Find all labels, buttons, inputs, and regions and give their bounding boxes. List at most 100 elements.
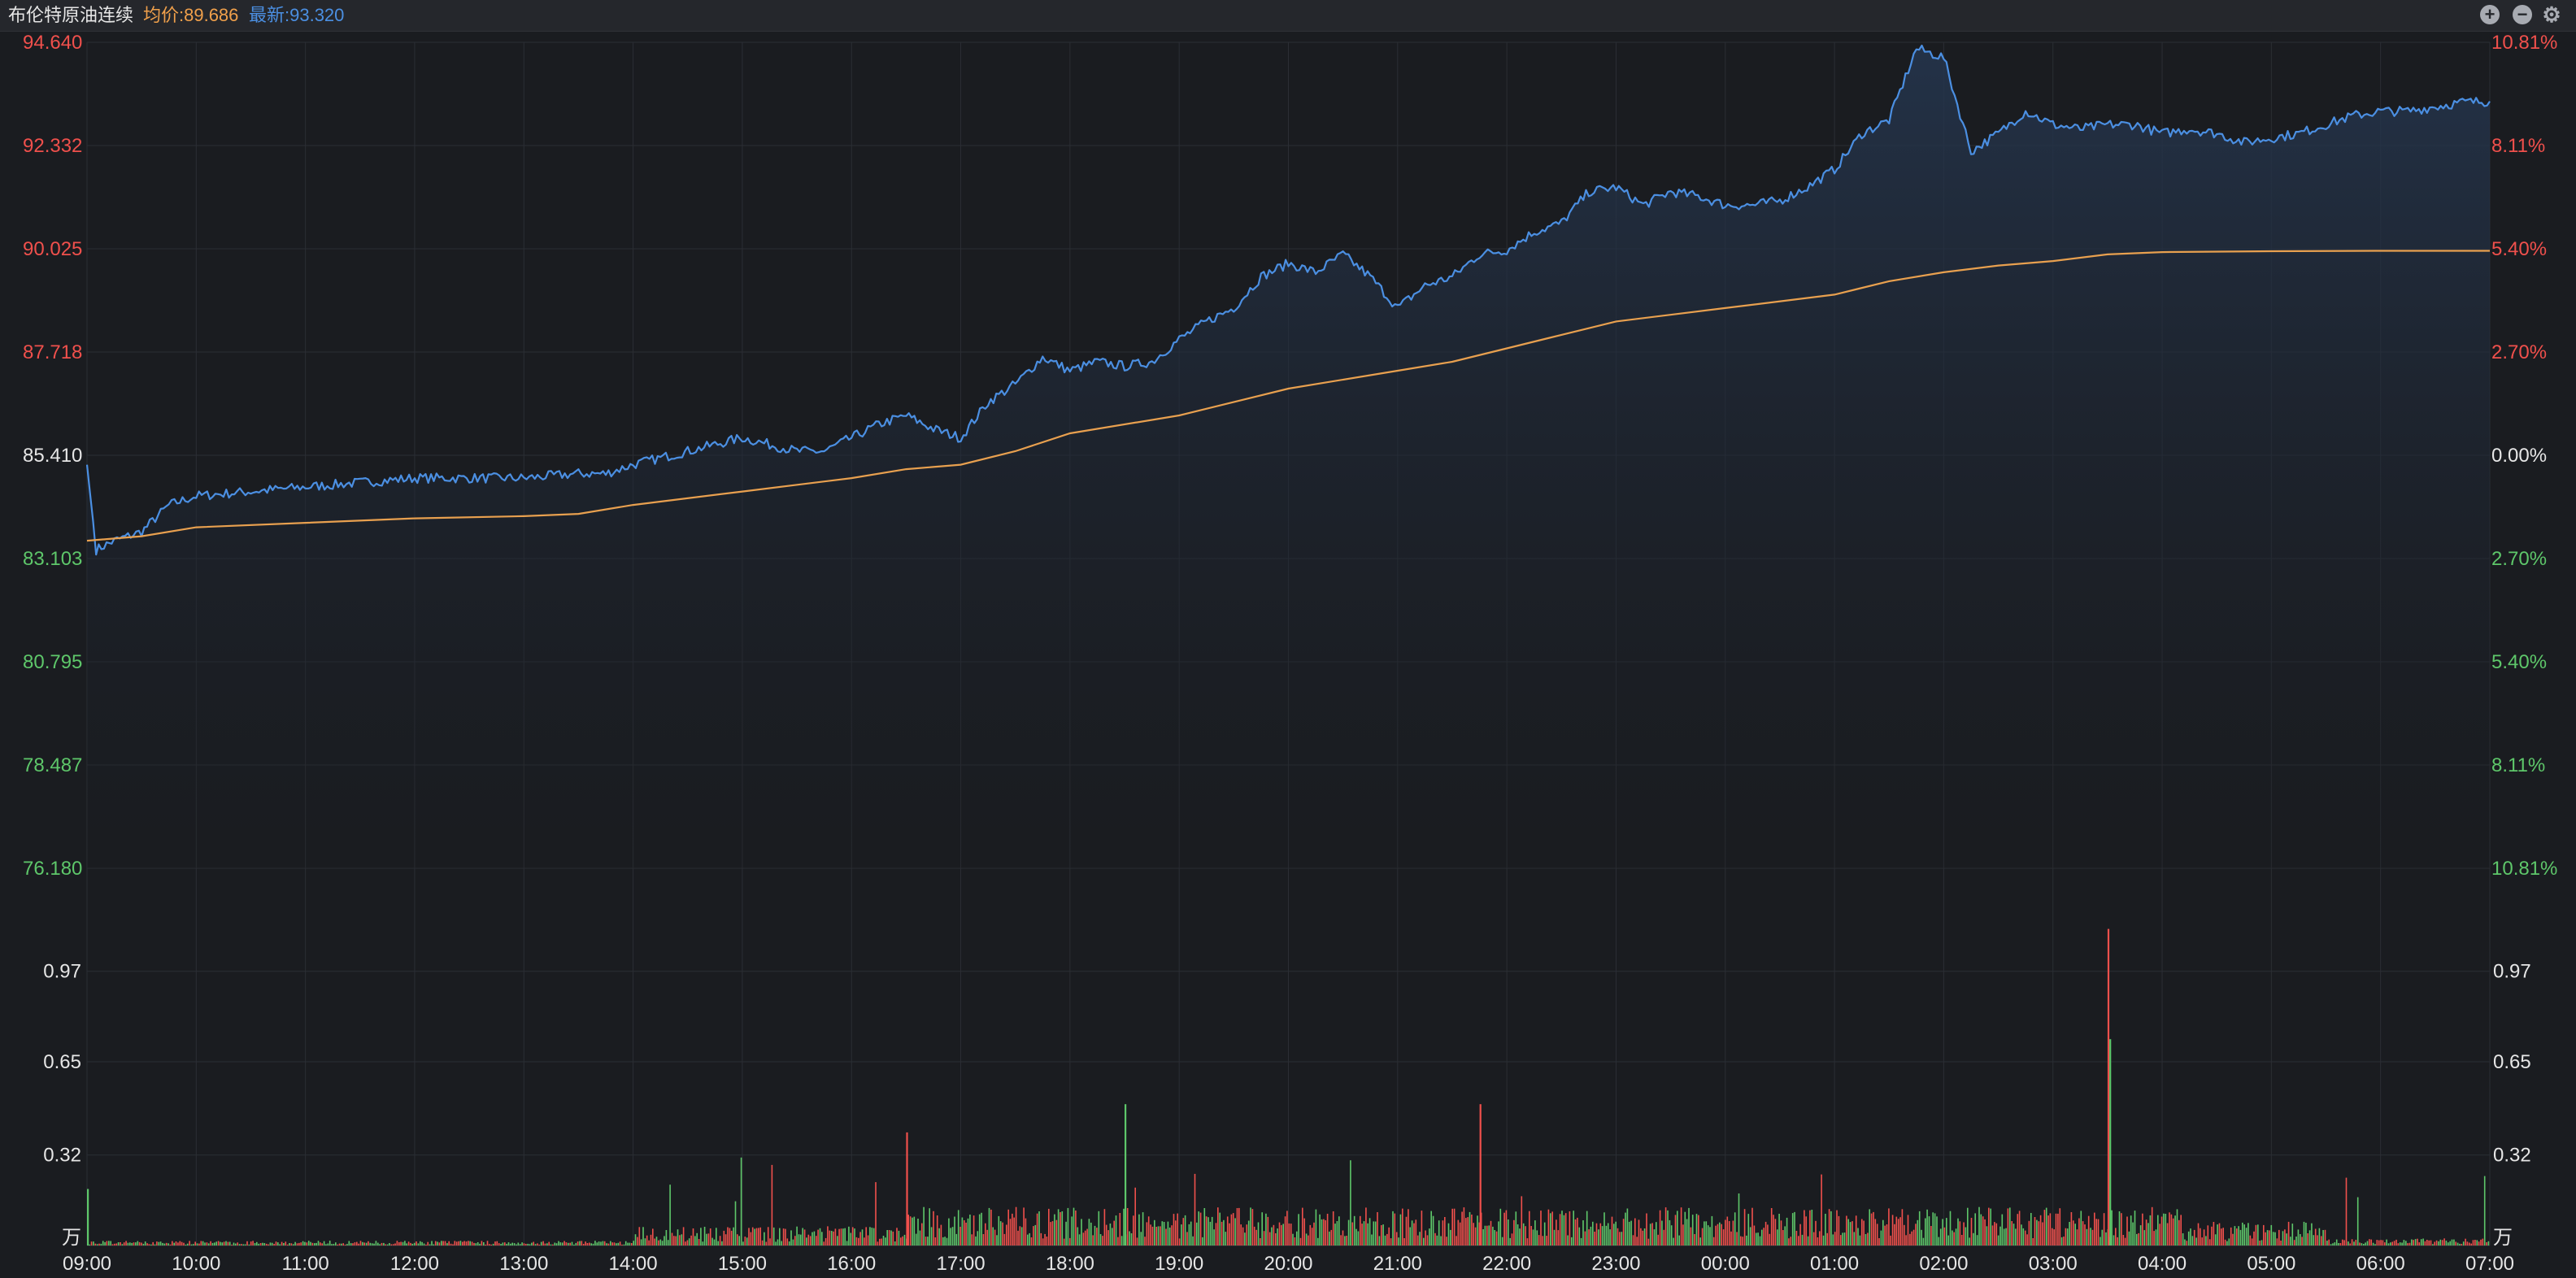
volume-bar [2399,1242,2401,1245]
volume-bar [1799,1224,1801,1245]
volume-bar [1234,1218,1236,1245]
volume-bar [2476,1240,2478,1245]
volume-bar [1736,1232,1738,1245]
volume-bar [1843,1232,1846,1245]
percent-tick-label: 0.00% [2491,445,2547,467]
volume-bar [1663,1229,1665,1245]
volume-bar [1361,1224,1363,1245]
volume-bar [410,1242,411,1245]
volume-bar [2057,1213,2059,1245]
volume-bar [1638,1219,1640,1245]
average-price-line [86,250,2490,542]
volume-bar [200,1241,202,1245]
volume-bar [1208,1217,1209,1245]
volume-bar [629,1242,631,1245]
volume-bar [2105,1232,2107,1245]
volume-bar [437,1241,438,1245]
volume-bar [2111,1210,2113,1245]
volume-bar [2391,1241,2393,1245]
price-lines [85,44,2491,556]
volume-bar [135,1242,137,1245]
volume-bar [365,1242,368,1245]
volume-bar [1636,1237,1638,1245]
volume-bar [1773,1215,1774,1245]
volume-bar [1323,1219,1325,1245]
volume-bar [2343,1240,2345,1245]
volume-bar [1168,1228,1171,1245]
volume-bar [2397,1243,2400,1245]
volume-bar [721,1241,723,1245]
volume-bar [2308,1230,2311,1245]
volume-bar [215,1241,217,1245]
volume-bar [1463,1207,1465,1245]
volume-bar [652,1228,654,1245]
volume-bar [798,1234,800,1245]
volume-bar [1478,1222,1481,1245]
volume-bar [707,1233,710,1245]
volume-bar [100,1243,102,1245]
volume-bar [2359,1242,2361,1245]
volume-bar [581,1241,583,1245]
volume-bar [1553,1229,1556,1245]
volume-bar [1921,1229,1922,1245]
volume-bar [575,1242,577,1245]
volume-bar [1094,1225,1096,1245]
volume-bar [371,1243,373,1245]
volume-bar [1140,1232,1142,1245]
volume-bar [479,1243,481,1245]
volume-bar [917,1219,919,1245]
volume-bar [1317,1237,1319,1245]
volume-bar [827,1226,829,1245]
volume-bar [2097,1219,2100,1245]
percent-tick-label: 2.70% [2491,341,2547,363]
volume-bar [1888,1208,1890,1245]
volume-bar [2307,1233,2308,1245]
volume-bar [1363,1221,1365,1245]
plus-circle-icon[interactable]: + [2480,5,2500,24]
volume-bar [1161,1221,1164,1245]
volume-bar [2255,1224,2257,1245]
gear-icon[interactable]: ⚙ [2542,2,2561,27]
volume-bar [848,1226,850,1245]
volume-bar [438,1242,441,1245]
volume-bar [1578,1227,1581,1245]
volume-bar [1861,1219,1863,1245]
volume-bar [1296,1231,1298,1245]
volume-bar [294,1241,296,1245]
volume-bar [1294,1237,1296,1245]
volume-bar [1144,1237,1146,1245]
volume-bar [1461,1211,1463,1245]
volume-bar [1426,1235,1429,1245]
volume-bar [1828,1209,1830,1245]
volume-bar [471,1241,473,1245]
volume-bar [300,1242,302,1245]
volume-bar [1394,1213,1396,1245]
volume-bar [1006,1224,1007,1245]
volume-bar [1994,1222,1995,1245]
volume-bar [1088,1219,1090,1245]
volume-bar [694,1236,696,1245]
volume-bar [2095,1219,2097,1245]
volume-bar [586,1243,589,1245]
volume-bar [534,1244,537,1245]
volume-bar [348,1241,350,1245]
volume-bar [837,1236,838,1245]
volume-bar [1777,1229,1778,1245]
volume-bar [2124,1237,2126,1245]
volume-bar [513,1243,516,1245]
volume-bar [590,1243,592,1245]
volume-bar [1834,1232,1836,1245]
volume-bar [2411,1239,2413,1245]
volume-bar [1542,1236,1544,1245]
volume-bar [1292,1233,1294,1245]
volume-bar [362,1241,363,1245]
volume-bar [821,1232,823,1245]
volume-bar [900,1237,902,1245]
minus-circle-icon[interactable]: − [2513,5,2532,24]
volume-bar [452,1244,454,1245]
volume-bar [627,1242,629,1245]
volume-bar [1126,1208,1129,1245]
price-tick-label: 80.795 [23,651,82,673]
volume-bar [1686,1219,1688,1245]
